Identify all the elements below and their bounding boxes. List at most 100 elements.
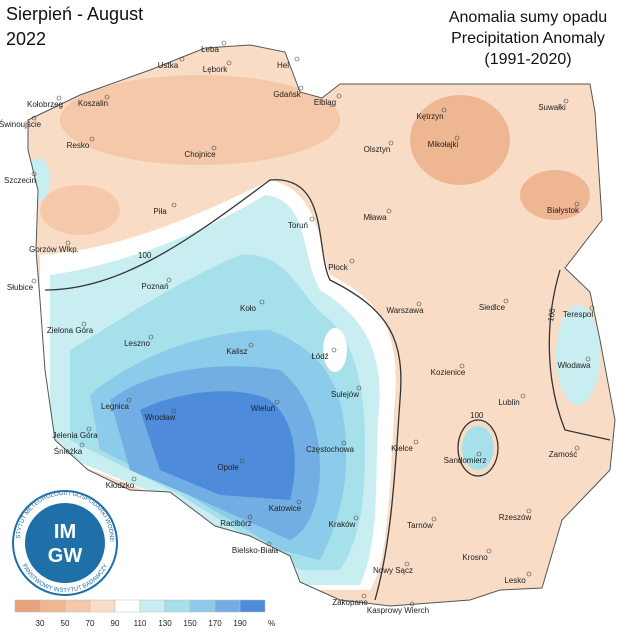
city-marker bbox=[386, 208, 392, 214]
city-label: Gorzów Wlkp. bbox=[29, 245, 79, 254]
city-marker bbox=[248, 342, 254, 348]
contour-label: 100 bbox=[138, 251, 152, 260]
legend-tick: 90 bbox=[111, 619, 120, 628]
legend-tick: 50 bbox=[61, 619, 70, 628]
legend-tick: 110 bbox=[134, 619, 147, 628]
legend-tick: 130 bbox=[158, 619, 172, 628]
city-label: Kołobrzeg bbox=[27, 100, 63, 109]
city-label: Zielona Góra bbox=[47, 326, 94, 335]
city-marker bbox=[81, 321, 87, 327]
contour-100 bbox=[548, 269, 611, 441]
city-marker bbox=[126, 397, 132, 403]
city-label: Sandomierz bbox=[444, 456, 487, 465]
city-label: Wrocław bbox=[145, 413, 176, 422]
city-marker bbox=[166, 277, 172, 283]
city-marker bbox=[296, 499, 302, 505]
city-marker bbox=[298, 85, 304, 91]
city-label: Koszalin bbox=[78, 99, 108, 108]
city-marker bbox=[221, 40, 227, 46]
logo-gw: GW bbox=[48, 545, 83, 567]
city-label: Lublin bbox=[498, 398, 519, 407]
city-label: Warszawa bbox=[386, 306, 424, 315]
city-marker bbox=[148, 334, 154, 340]
legend-unit: % bbox=[268, 619, 275, 628]
contour-label: 100 bbox=[546, 307, 557, 322]
city-marker bbox=[404, 561, 410, 567]
city-label: Bielsko-Biała bbox=[232, 546, 279, 555]
city-label: Koło bbox=[240, 304, 257, 313]
city-label: Siedlce bbox=[479, 303, 506, 312]
city-marker bbox=[526, 571, 532, 577]
city-label: Zakopane bbox=[332, 598, 368, 607]
city-label: Resko bbox=[67, 141, 90, 150]
city-marker bbox=[388, 140, 394, 146]
city-label: Poznań bbox=[141, 282, 168, 291]
city-marker bbox=[226, 60, 232, 66]
city-label: Suwałki bbox=[538, 103, 566, 112]
city-marker bbox=[563, 98, 569, 104]
title: Sierpień - August bbox=[6, 4, 143, 24]
city-marker bbox=[179, 56, 185, 62]
city-label: Lębork bbox=[203, 65, 228, 74]
city-label: Mława bbox=[363, 213, 387, 222]
city-label: Lesko bbox=[504, 576, 526, 585]
city-label: Kalisz bbox=[226, 347, 247, 356]
city-label: Elbląg bbox=[314, 98, 336, 107]
city-label: Legnica bbox=[101, 402, 130, 411]
legend-swatch bbox=[214, 599, 241, 613]
city-marker bbox=[526, 508, 532, 514]
city-marker bbox=[89, 136, 95, 142]
legend-swatch bbox=[139, 599, 166, 613]
city-label: Tarnów bbox=[407, 521, 433, 530]
city-label: Racibórz bbox=[220, 519, 252, 528]
city-label: Hel bbox=[277, 61, 289, 70]
city-label: Świnoujście bbox=[0, 120, 42, 129]
legend-swatch bbox=[89, 599, 116, 613]
contour-100 bbox=[457, 419, 499, 477]
subtitle: Precipitation Anomaly bbox=[451, 30, 605, 47]
city-label: Szczecin bbox=[4, 176, 36, 185]
legend-tick: 30 bbox=[36, 619, 45, 628]
city-label: Słubice bbox=[7, 283, 34, 292]
city-marker bbox=[353, 515, 359, 521]
city-marker bbox=[361, 593, 367, 599]
city-marker bbox=[503, 298, 509, 304]
city-marker bbox=[409, 601, 415, 607]
legend: 30 50 70 90 110 130 150 170 190% bbox=[14, 599, 275, 628]
city-label: Opole bbox=[217, 463, 239, 472]
city-label: Śnieżka bbox=[54, 447, 83, 456]
city-label: Toruń bbox=[288, 221, 308, 230]
contour-label: 100 bbox=[470, 411, 484, 420]
city-marker bbox=[131, 476, 137, 482]
year: 2022 bbox=[6, 29, 46, 49]
city-marker bbox=[431, 516, 437, 522]
city-label: Ustka bbox=[158, 61, 179, 70]
city-label: Olsztyn bbox=[364, 145, 391, 154]
city-marker bbox=[56, 95, 62, 101]
city-marker bbox=[31, 171, 37, 177]
city-label: Chojnice bbox=[184, 150, 216, 159]
city-marker bbox=[171, 202, 177, 208]
subtitle: (1991-2020) bbox=[484, 51, 571, 68]
city-marker bbox=[441, 107, 447, 113]
cities: Łeba Hel Ustka Lębork Kołobrzeg Koszalin Gdańs… bbox=[0, 40, 595, 615]
city-marker bbox=[171, 408, 177, 414]
city-label: Krosno bbox=[462, 553, 488, 562]
city-label: Częstochowa bbox=[306, 445, 355, 454]
city-label: Kraków bbox=[329, 520, 356, 529]
legend-tick: 150 bbox=[183, 619, 197, 628]
city-label: Kętrzyn bbox=[416, 112, 443, 121]
city-marker bbox=[349, 258, 355, 264]
city-label: Gdańsk bbox=[273, 90, 302, 99]
city-marker bbox=[247, 514, 253, 520]
city-label: Terespol bbox=[563, 310, 593, 319]
city-marker bbox=[589, 305, 595, 311]
city-marker bbox=[336, 93, 342, 99]
legend-tick: 170 bbox=[208, 619, 222, 628]
city-marker bbox=[31, 278, 37, 284]
legend-swatch bbox=[189, 599, 216, 613]
city-label: Włodawa bbox=[558, 361, 591, 370]
city-marker bbox=[86, 426, 92, 432]
